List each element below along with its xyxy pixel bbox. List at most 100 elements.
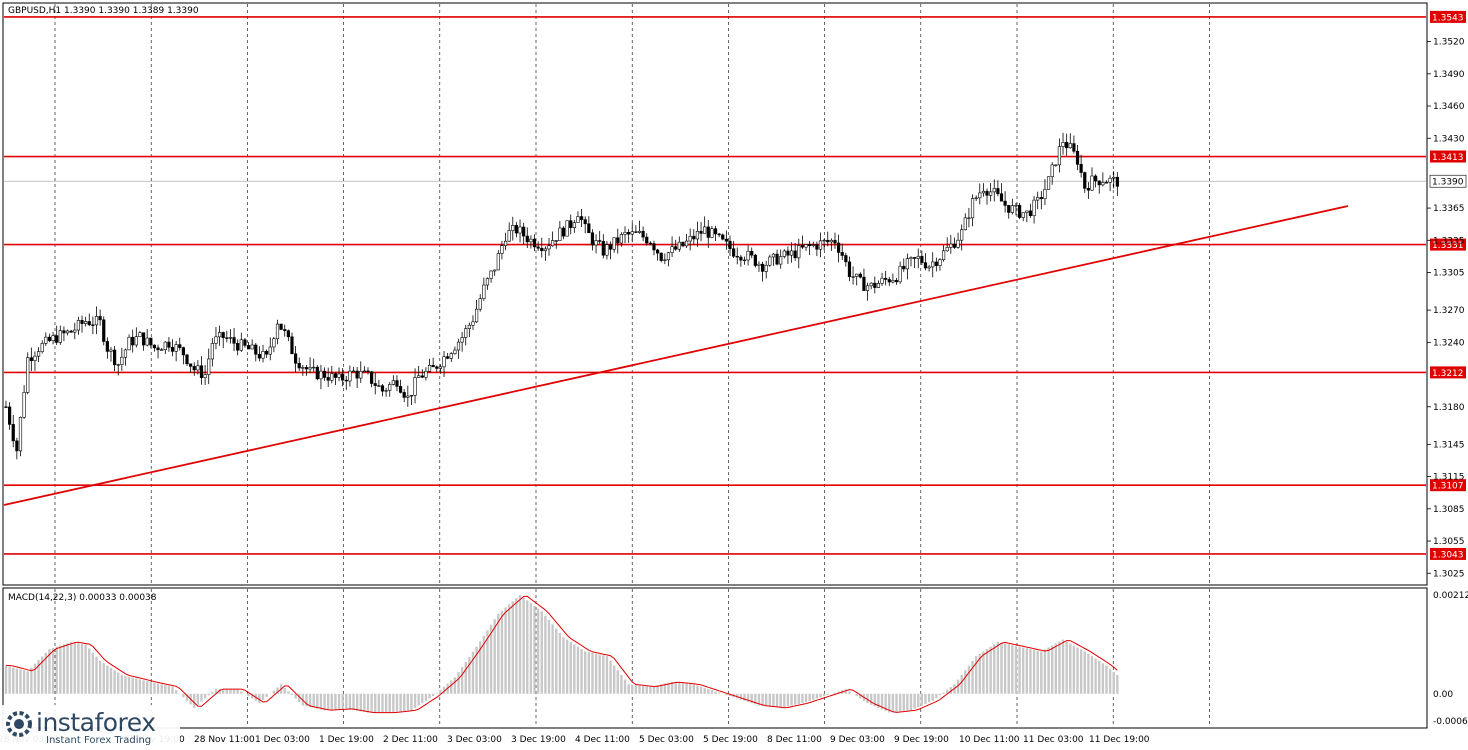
candle [116,364,120,366]
candle [44,336,48,344]
y-tick-label: 1.3520 [1433,38,1465,48]
candle [713,228,718,235]
candle [337,373,341,378]
candle [558,227,562,242]
y-tick-label: 1.3085 [1433,505,1465,515]
level-tag [1430,150,1466,163]
candle [619,234,623,244]
candle [160,349,164,351]
candle [634,231,638,233]
candle [909,257,913,260]
candle [543,248,547,252]
candle [69,330,73,333]
candle [579,216,584,220]
level-tag-label: 1.3413 [1432,153,1464,163]
candle [22,391,26,418]
x-tick-label: 9 Dec 03:00 [830,735,885,745]
candle [873,282,877,288]
candle [858,273,862,278]
candle [355,370,359,379]
instaforex-logo: instaforex Instant Forex Trading [0,705,180,750]
candle [960,229,964,241]
candle [522,226,526,237]
candle [217,332,222,338]
x-tick-label: 3 Dec 19:00 [511,735,566,745]
candle [594,240,598,246]
candle [898,265,902,283]
candle [753,254,757,266]
candle [862,276,866,291]
candle [80,320,84,324]
trend-line[interactable] [3,205,1349,506]
candle [576,216,580,223]
candle [902,265,906,270]
y-tick-label: 1.3180 [1433,403,1465,413]
x-tick-label: 1 Dec 19:00 [319,735,374,745]
level-tag [1430,10,1466,23]
macd-tick-label: 0.00 [1433,690,1453,700]
candle [771,253,776,258]
candle [464,328,468,338]
candle [76,320,80,331]
candle [377,385,381,387]
y-tick-label: 1.3430 [1433,134,1465,144]
candle [855,273,859,277]
candle [446,356,450,359]
candle [963,217,967,231]
candle [554,240,558,242]
candle [735,255,739,258]
level-tag-label: 1.3543 [1432,13,1464,23]
candle [384,390,388,392]
candle [974,197,978,199]
candle [746,250,750,261]
x-tick-label: 8 Dec 11:00 [767,735,822,745]
candle [62,330,66,334]
candle [120,356,124,365]
candle [721,234,725,240]
level-tag [1430,366,1466,379]
candle [4,406,8,408]
candle [1101,182,1105,186]
candle [94,316,99,326]
candle [228,337,233,339]
candle [417,375,421,378]
candle [927,266,931,269]
candle [797,245,801,259]
candle [608,244,613,250]
candle [113,349,117,366]
candle [605,244,609,256]
candle [373,383,377,386]
candle [779,256,783,265]
candle [163,341,167,351]
candle [225,337,229,339]
candle [185,354,189,365]
candle [525,235,529,243]
price-panel[interactable] [2,2,1428,586]
macd-panel[interactable] [2,587,1428,729]
candle [529,238,533,243]
candle [923,262,928,269]
candle [471,321,475,326]
candle [742,259,747,262]
x-tick-label: 10 Dec 11:00 [959,735,1020,745]
candle [532,238,537,248]
candle [967,217,971,219]
candle [1090,175,1094,191]
candle [315,366,319,380]
candle [485,278,490,286]
candle [684,240,689,247]
candle [598,240,602,242]
candle [833,239,837,244]
candle [250,344,254,350]
candle [493,269,497,272]
candle [989,191,993,196]
candle [931,261,935,268]
candle [47,336,52,341]
candle [55,335,59,343]
candle [275,323,280,340]
candle [1025,210,1029,213]
macd-signal-line [6,595,1118,714]
candle [945,247,949,252]
candle [572,222,576,229]
